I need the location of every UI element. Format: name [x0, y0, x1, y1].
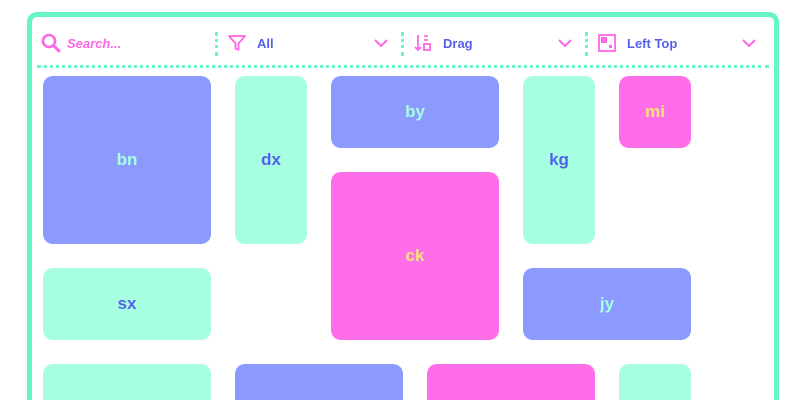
chevron-down-icon[interactable]: [739, 33, 759, 53]
chevron-down-icon[interactable]: [371, 33, 391, 53]
filter-select-value: All: [257, 35, 274, 51]
sort-select-value: Drag: [443, 35, 473, 51]
grid-tile[interactable]: [427, 364, 595, 400]
position-select-value: Left Top: [627, 35, 678, 51]
grid-tile[interactable]: by: [331, 76, 499, 148]
chevron-down-icon[interactable]: [555, 33, 575, 53]
grid-tile[interactable]: dx: [235, 76, 307, 244]
sort-icon: [413, 33, 433, 53]
grid-tile[interactable]: bn: [43, 76, 211, 244]
grid-tile[interactable]: [43, 364, 211, 400]
sort-select[interactable]: Drag: [401, 22, 585, 64]
grid-tile[interactable]: [235, 364, 403, 400]
search-input[interactable]: [67, 35, 197, 51]
grid-frame: All Drag: [27, 12, 779, 400]
position-select[interactable]: Left Top: [585, 22, 769, 64]
filter-icon: [227, 33, 247, 53]
grid-tile[interactable]: mi: [619, 76, 691, 148]
grid-tile[interactable]: ck: [331, 172, 499, 340]
grid-tile[interactable]: kg: [523, 76, 595, 244]
search-icon[interactable]: [41, 33, 61, 53]
grid-tile[interactable]: sx: [43, 268, 211, 340]
grid-tile[interactable]: jy: [523, 268, 691, 340]
search-cell: [37, 22, 215, 64]
grid-tile[interactable]: [619, 364, 691, 400]
toolbar: All Drag: [37, 22, 769, 68]
position-icon: [597, 33, 617, 53]
filter-select[interactable]: All: [215, 22, 401, 64]
